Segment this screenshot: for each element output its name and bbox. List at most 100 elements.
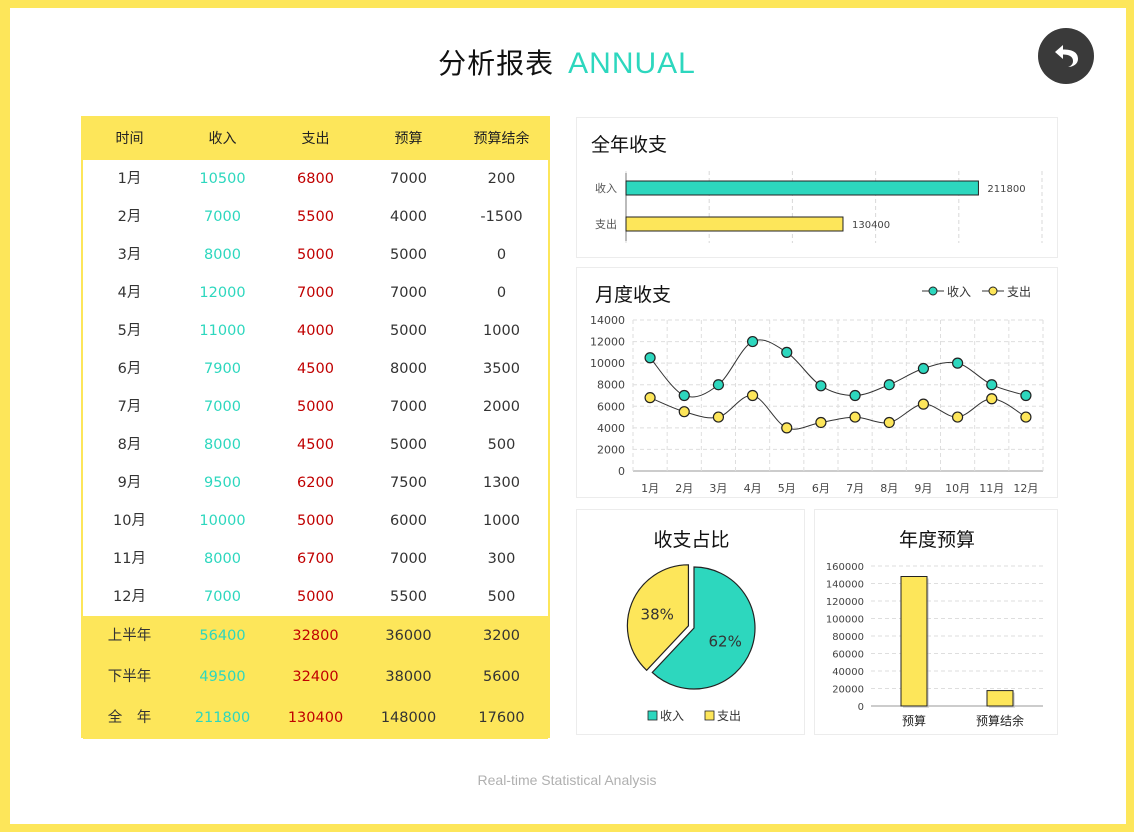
pie-slice-1 bbox=[626, 564, 690, 672]
cell-expense: 5500 bbox=[297, 209, 334, 225]
cell-balance: 0 bbox=[496, 247, 507, 263]
legend-label: 收入 bbox=[947, 285, 971, 299]
cell-balance: 1300 bbox=[483, 475, 520, 491]
undo-arrow-icon bbox=[1055, 45, 1078, 67]
budget-chart-title: 年度预算 bbox=[898, 529, 975, 551]
table-row: 1月 10500 6800 7000 200 bbox=[83, 160, 548, 198]
category-label: 支出 bbox=[595, 217, 617, 231]
data-point bbox=[781, 346, 793, 358]
cell-balance: 200 bbox=[487, 171, 516, 187]
header-time: 时间 bbox=[115, 131, 144, 147]
bar-1 bbox=[986, 690, 1014, 707]
legend-swatch bbox=[647, 710, 658, 721]
data-point bbox=[883, 379, 895, 391]
data-point bbox=[746, 335, 759, 348]
ratio-pie-chart: 62% 38% 收入 支出 bbox=[626, 564, 756, 723]
cell-balance: 3500 bbox=[483, 361, 520, 377]
table-row: 3月 8000 5000 5000 0 bbox=[83, 236, 548, 274]
data-point bbox=[815, 380, 827, 392]
cell-expense: 5000 bbox=[297, 247, 334, 263]
cell-budget: 8000 bbox=[390, 361, 427, 377]
data-point bbox=[644, 352, 656, 364]
pie-slice-0 bbox=[651, 566, 756, 690]
ratio-panel: 收支占比 62% 38% 收入 支出 bbox=[576, 509, 805, 735]
data-point bbox=[849, 389, 861, 402]
budget-panel: 年度预算 0 20000 40000 60000 80000 100000 120000 14… bbox=[814, 509, 1058, 735]
cell-budget: 38000 bbox=[385, 669, 432, 685]
summary-row: 全 年 211800 130400 148000 17600 bbox=[83, 698, 548, 739]
data-table: 时间 收入 支出 预算 预算结余 1月 10500 6800 7000 200 2月 700… bbox=[81, 116, 550, 739]
cell-time: 12月 bbox=[113, 589, 146, 605]
cell-income: 7000 bbox=[204, 589, 241, 605]
x-tick-label: 8月 bbox=[880, 482, 898, 495]
cell-expense: 5000 bbox=[297, 589, 334, 605]
cell-expense: 32800 bbox=[292, 628, 339, 644]
x-tick-label: 2月 bbox=[675, 482, 693, 495]
table-header-row: 时间 收入 支出 预算 预算结余 bbox=[83, 118, 548, 160]
summary-row: 下半年 49500 32400 38000 5600 bbox=[83, 657, 548, 698]
y-tick-label: 160000 bbox=[826, 562, 864, 573]
x-tick-label: 预算 bbox=[902, 713, 926, 728]
cell-budget: 7000 bbox=[390, 285, 427, 301]
x-tick-label: 3月 bbox=[709, 482, 727, 495]
legend-marker bbox=[928, 286, 938, 296]
x-tick-label: 5月 bbox=[778, 482, 796, 495]
cell-balance: 3200 bbox=[483, 628, 520, 644]
cell-income: 7000 bbox=[204, 209, 241, 225]
cell-balance: 300 bbox=[487, 551, 516, 567]
cell-balance: 1000 bbox=[483, 513, 520, 529]
y-tick-label: 6000 bbox=[597, 400, 625, 413]
pie-data-label: 62% bbox=[709, 632, 742, 650]
pie-data-label: 38% bbox=[641, 605, 674, 623]
x-tick-label: 10月 bbox=[945, 482, 970, 495]
y-tick-label: 60000 bbox=[832, 650, 864, 661]
cell-income: 7900 bbox=[204, 361, 241, 377]
cell-income: 211800 bbox=[194, 710, 251, 726]
cell-time: 下半年 bbox=[107, 669, 152, 685]
cell-budget: 5000 bbox=[390, 323, 427, 339]
cell-expense: 6200 bbox=[297, 475, 334, 491]
back-button[interactable] bbox=[1038, 28, 1094, 84]
annual-bar-chart: 收入 211800 支出 130400 bbox=[595, 171, 1043, 243]
data-label: 130400 bbox=[852, 220, 890, 231]
y-tick-label: 0 bbox=[858, 702, 864, 713]
monthly-panel: 月度收支 0 2000 4000 6000 8000 10000 12000 14000 1月 2… bbox=[576, 267, 1058, 498]
cell-budget: 5500 bbox=[390, 589, 427, 605]
cell-budget: 7000 bbox=[390, 171, 427, 187]
data-point bbox=[883, 416, 895, 429]
cell-income: 11000 bbox=[199, 323, 246, 339]
data-point bbox=[986, 393, 998, 405]
cell-balance: 1000 bbox=[483, 323, 520, 339]
cell-time: 全 年 bbox=[107, 710, 152, 726]
data-point bbox=[678, 406, 690, 418]
table-row: 10月 10000 5000 6000 1000 bbox=[83, 502, 548, 540]
bar-0 bbox=[900, 576, 928, 707]
data-point bbox=[815, 416, 827, 429]
cell-income: 9500 bbox=[204, 475, 241, 491]
bar-1 bbox=[625, 216, 844, 232]
data-point bbox=[712, 411, 725, 423]
x-tick-label: 4月 bbox=[744, 482, 762, 495]
cell-expense: 130400 bbox=[287, 710, 344, 726]
cell-income: 10000 bbox=[199, 513, 246, 529]
cell-balance: 500 bbox=[487, 437, 516, 453]
y-tick-label: 140000 bbox=[826, 580, 864, 591]
table-row: 4月 12000 7000 7000 0 bbox=[83, 274, 548, 312]
y-tick-label: 120000 bbox=[826, 597, 864, 608]
cell-income: 7000 bbox=[204, 399, 241, 415]
data-point bbox=[678, 389, 690, 402]
x-tick-label: 9月 bbox=[914, 482, 932, 495]
data-point bbox=[712, 379, 725, 391]
y-tick-label: 4000 bbox=[597, 422, 625, 435]
y-tick-label: 0 bbox=[618, 465, 625, 478]
table-row: 2月 7000 5500 4000 -1500 bbox=[83, 198, 548, 236]
cell-budget: 6000 bbox=[390, 513, 427, 529]
table-row: 6月 7900 4500 8000 3500 bbox=[83, 350, 548, 388]
cell-time: 9月 bbox=[117, 475, 142, 491]
cell-balance: 17600 bbox=[478, 710, 525, 726]
cell-expense: 7000 bbox=[297, 285, 334, 301]
cell-expense: 32400 bbox=[292, 669, 339, 685]
cell-expense: 4500 bbox=[297, 437, 334, 453]
y-tick-label: 14000 bbox=[590, 314, 625, 327]
cell-time: 5月 bbox=[117, 323, 142, 339]
